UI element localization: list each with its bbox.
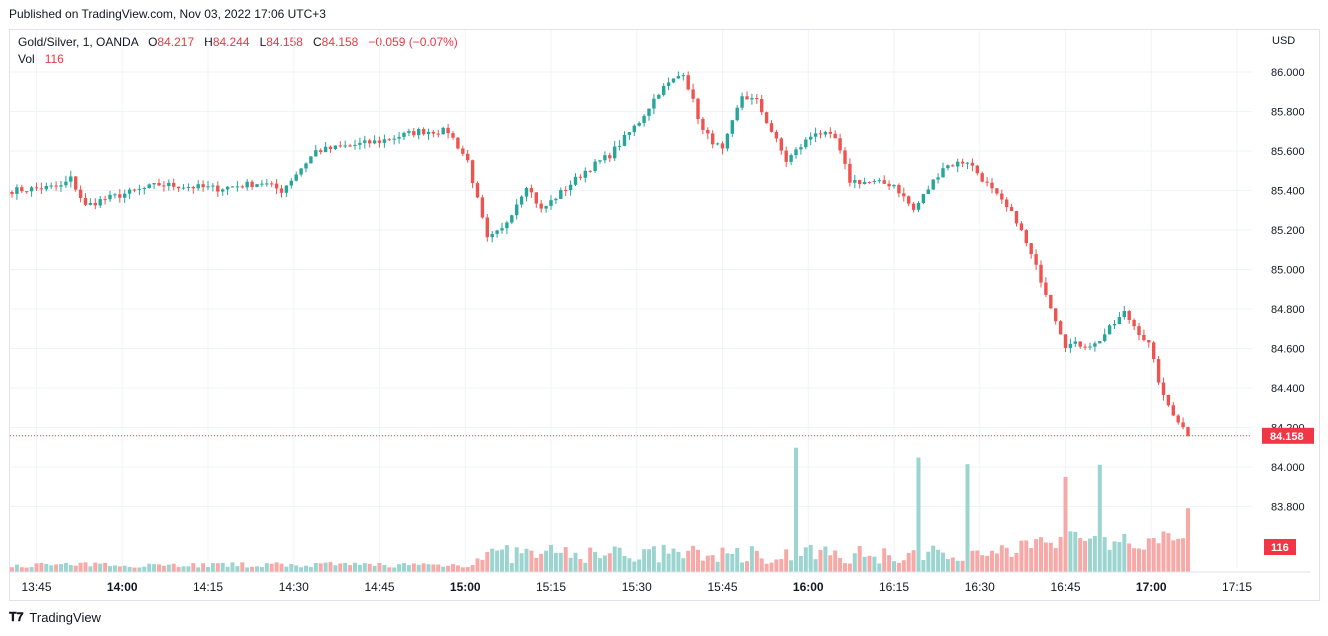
chart-legend: Gold/Silver, 1, OANDA O84.217 H84.244 L8…	[18, 34, 458, 68]
high-label: H	[204, 35, 213, 49]
vol-label[interactable]: Vol	[18, 52, 35, 66]
high-value: 84.244	[212, 35, 250, 49]
brand-name[interactable]: TradingView	[29, 610, 101, 625]
volume-row: Vol 116	[18, 51, 458, 68]
ohlc-row: Gold/Silver, 1, OANDA O84.217 H84.244 L8…	[18, 34, 458, 51]
change-value: −0.059 (−0.07%)	[368, 35, 458, 49]
close-label: C	[312, 35, 322, 49]
published-caption: Published on TradingView.com, Nov 03, 20…	[9, 7, 326, 21]
open-label: O	[148, 35, 158, 49]
low-value: 84.158	[266, 35, 303, 49]
chart-frame[interactable]	[9, 29, 1320, 601]
tradingview-logo-icon[interactable]: 𝐓𝟕	[9, 610, 24, 624]
low-label: L	[259, 35, 267, 49]
footer: 𝐓𝟕 TradingView	[9, 610, 101, 625]
vol-value: 116	[44, 52, 64, 66]
open-value: 84.217	[157, 35, 195, 49]
close-value: 84.158	[321, 35, 359, 49]
symbol-label[interactable]: Gold/Silver, 1, OANDA	[18, 35, 139, 49]
